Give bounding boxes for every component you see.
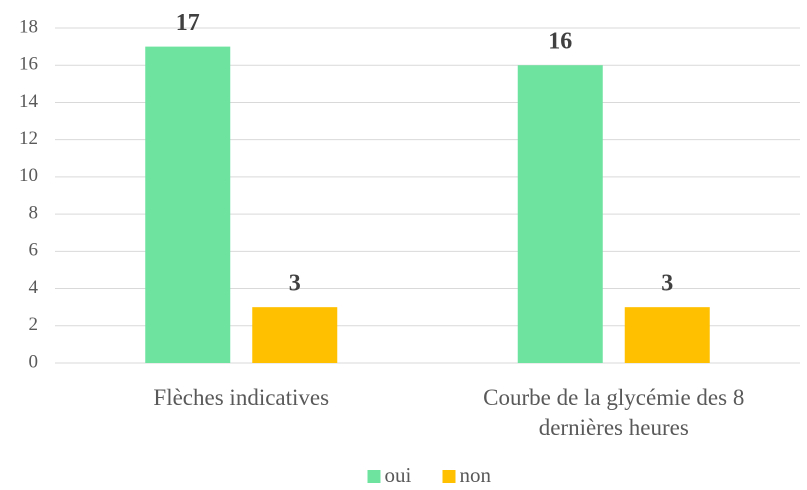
y-tick-label: 8	[29, 202, 39, 223]
y-tick-label: 14	[19, 91, 39, 112]
y-tick-label: 18	[19, 16, 38, 37]
legend-swatch	[367, 470, 381, 483]
bar	[145, 46, 231, 363]
legend-label: oui	[385, 463, 412, 487]
legend-swatch	[442, 470, 456, 483]
y-tick-label: 0	[29, 351, 39, 372]
bar	[252, 307, 338, 363]
value-label: 17	[176, 10, 200, 36]
bar	[624, 307, 710, 363]
y-tick-label: 16	[19, 54, 38, 75]
y-tick-label: 2	[29, 314, 39, 335]
legend-label: non	[460, 463, 492, 487]
x-tick-label: Flèches indicatives	[153, 385, 330, 410]
value-label: 3	[661, 271, 673, 297]
bar	[517, 65, 603, 363]
y-tick-label: 6	[29, 240, 39, 261]
y-tick-label: 10	[19, 165, 38, 186]
x-tick-label: Courbe de la glycémie des 8 dernières he…	[483, 385, 745, 440]
y-tick-label: 12	[19, 128, 38, 149]
value-label: 3	[289, 271, 301, 297]
value-label: 16	[548, 29, 572, 55]
y-tick-label: 4	[29, 277, 39, 298]
